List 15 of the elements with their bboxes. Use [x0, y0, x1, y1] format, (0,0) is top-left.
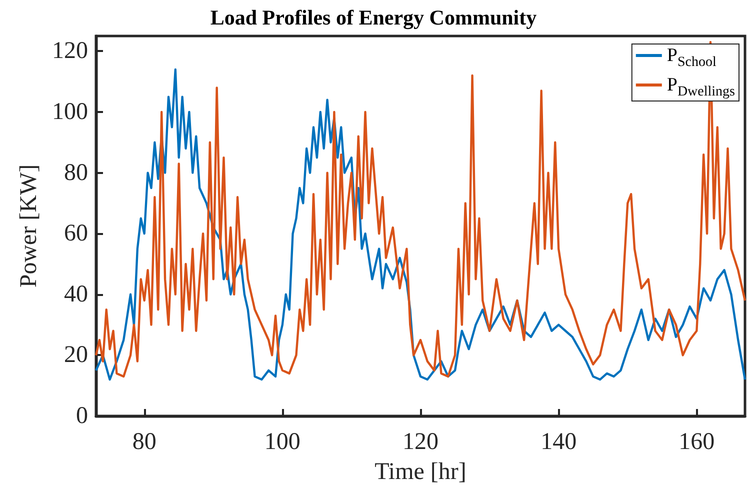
y-tick-label: 120 — [52, 38, 88, 64]
y-tick-label: 100 — [52, 99, 88, 125]
x-tick-label: 120 — [402, 429, 438, 455]
y-tick-label: 60 — [64, 220, 88, 247]
y-tick-label: 40 — [64, 281, 88, 308]
x-tick-label: 160 — [678, 429, 715, 455]
x-tick-label: 140 — [540, 429, 577, 455]
chart-title: Load Profiles of Energy Community — [210, 6, 538, 30]
y-axis-title: Power [KW] — [16, 164, 42, 288]
x-tick-label: 80 — [132, 429, 156, 455]
x-tick-label: 100 — [264, 429, 300, 455]
x-axis-title: Time [hr] — [374, 459, 466, 485]
y-tick-label: 20 — [64, 342, 88, 368]
y-tick-label: 0 — [76, 403, 88, 429]
y-tick-label: 80 — [64, 160, 88, 186]
